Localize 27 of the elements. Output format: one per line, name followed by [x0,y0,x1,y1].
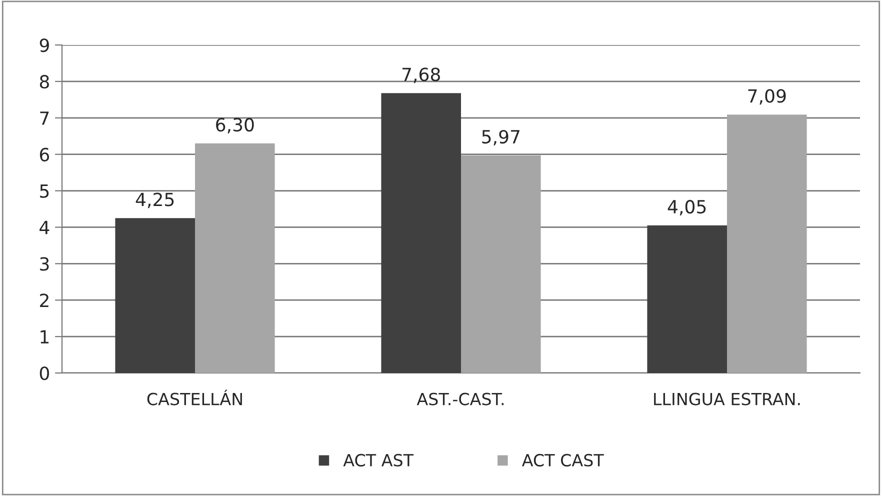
y-tick-label: 6 [40,148,50,162]
legend-label: ACT AST [343,454,414,466]
bar [727,114,807,373]
data-label: 7,68 [402,68,440,84]
data-label: 4,05 [668,200,706,216]
data-label: 7,09 [748,89,786,105]
bar [381,93,461,373]
y-tick-label: 5 [40,184,49,198]
data-label: 4,25 [136,192,174,208]
x-tick-label: AST.-CAST. [416,392,504,406]
legend-label: ACT CAST [522,454,604,466]
y-tick-label: 0 [40,366,49,380]
data-label: 6,30 [216,118,254,134]
y-tick-label: 2 [40,294,48,307]
y-tick-label: 3 [40,257,49,271]
x-tick-label: CASTELLÁN [147,390,242,406]
bar [647,225,727,373]
bar [461,155,541,373]
bar [195,143,275,373]
y-tick-label: 7 [40,112,49,125]
y-tick-label: 8 [40,74,49,89]
y-tick-label: 9 [40,38,49,52]
x-tick-label: LLINGUA ESTRAN. [654,392,800,406]
data-label: 5,97 [482,130,520,146]
y-tick-label: 1 [40,330,49,344]
bar [115,218,195,373]
y-tick-label: 4 [40,220,50,234]
